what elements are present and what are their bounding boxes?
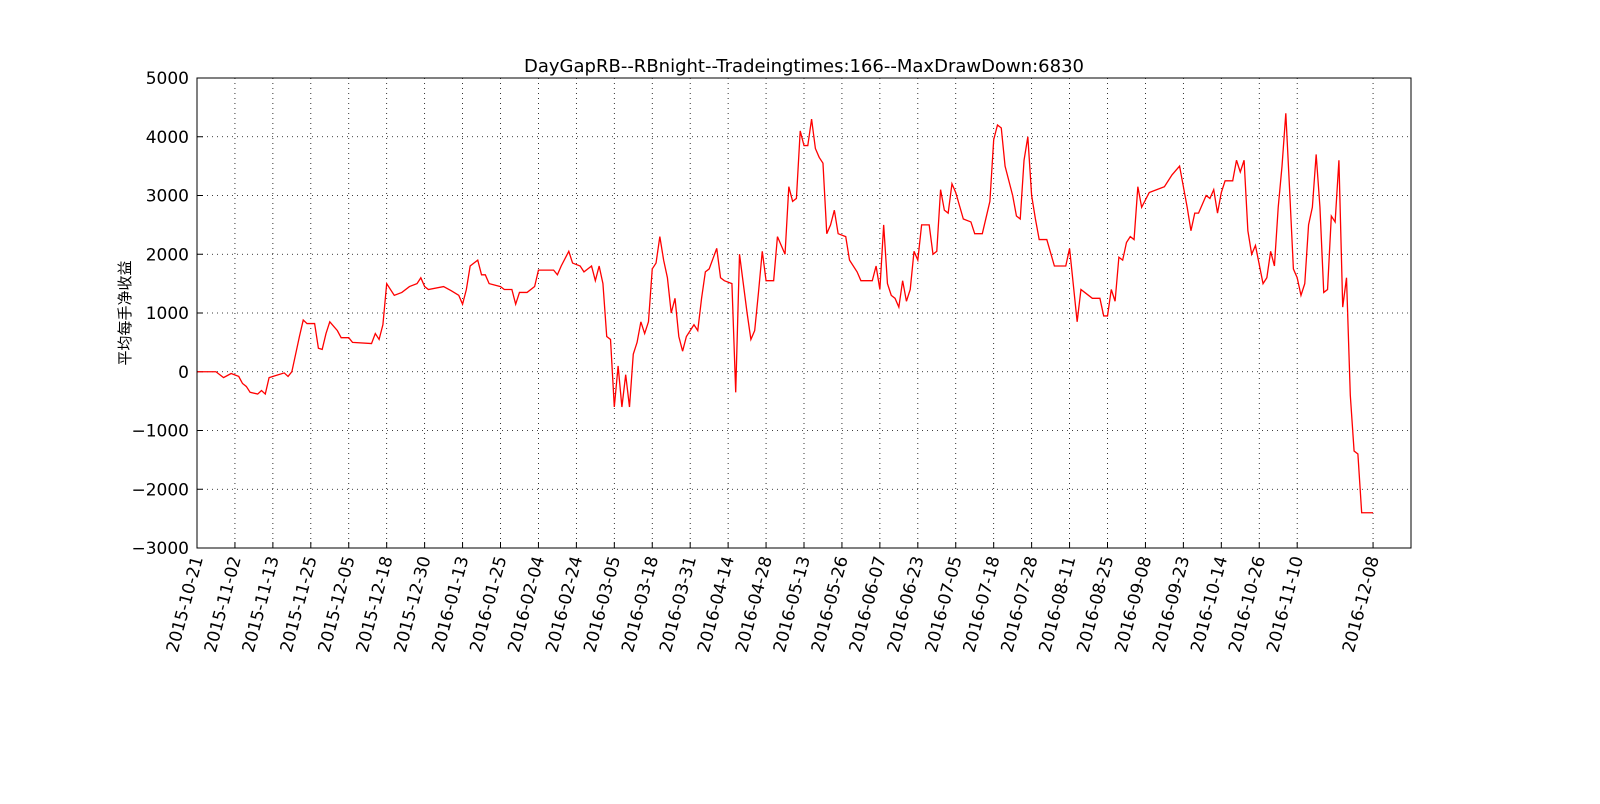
y-tick-label: 4000 (146, 128, 189, 148)
y-tick-label: 0 (178, 363, 189, 383)
y-tick-label: 3000 (146, 187, 189, 207)
y-tick-label: −2000 (131, 480, 189, 500)
plot-frame (196, 77, 1412, 549)
chart-title: DayGapRB--RBnight--Tradeingtimes:166--Ma… (524, 56, 1084, 77)
y-tick-label: 1000 (146, 304, 189, 324)
y-tick-label: 2000 (146, 245, 189, 265)
data-line (197, 113, 1374, 514)
y-tick-label: −3000 (131, 539, 189, 559)
y-axis-label: 平均每手净收益 (116, 260, 134, 365)
y-tick-label: −1000 (131, 422, 189, 442)
y-tick-label: 5000 (146, 69, 189, 89)
